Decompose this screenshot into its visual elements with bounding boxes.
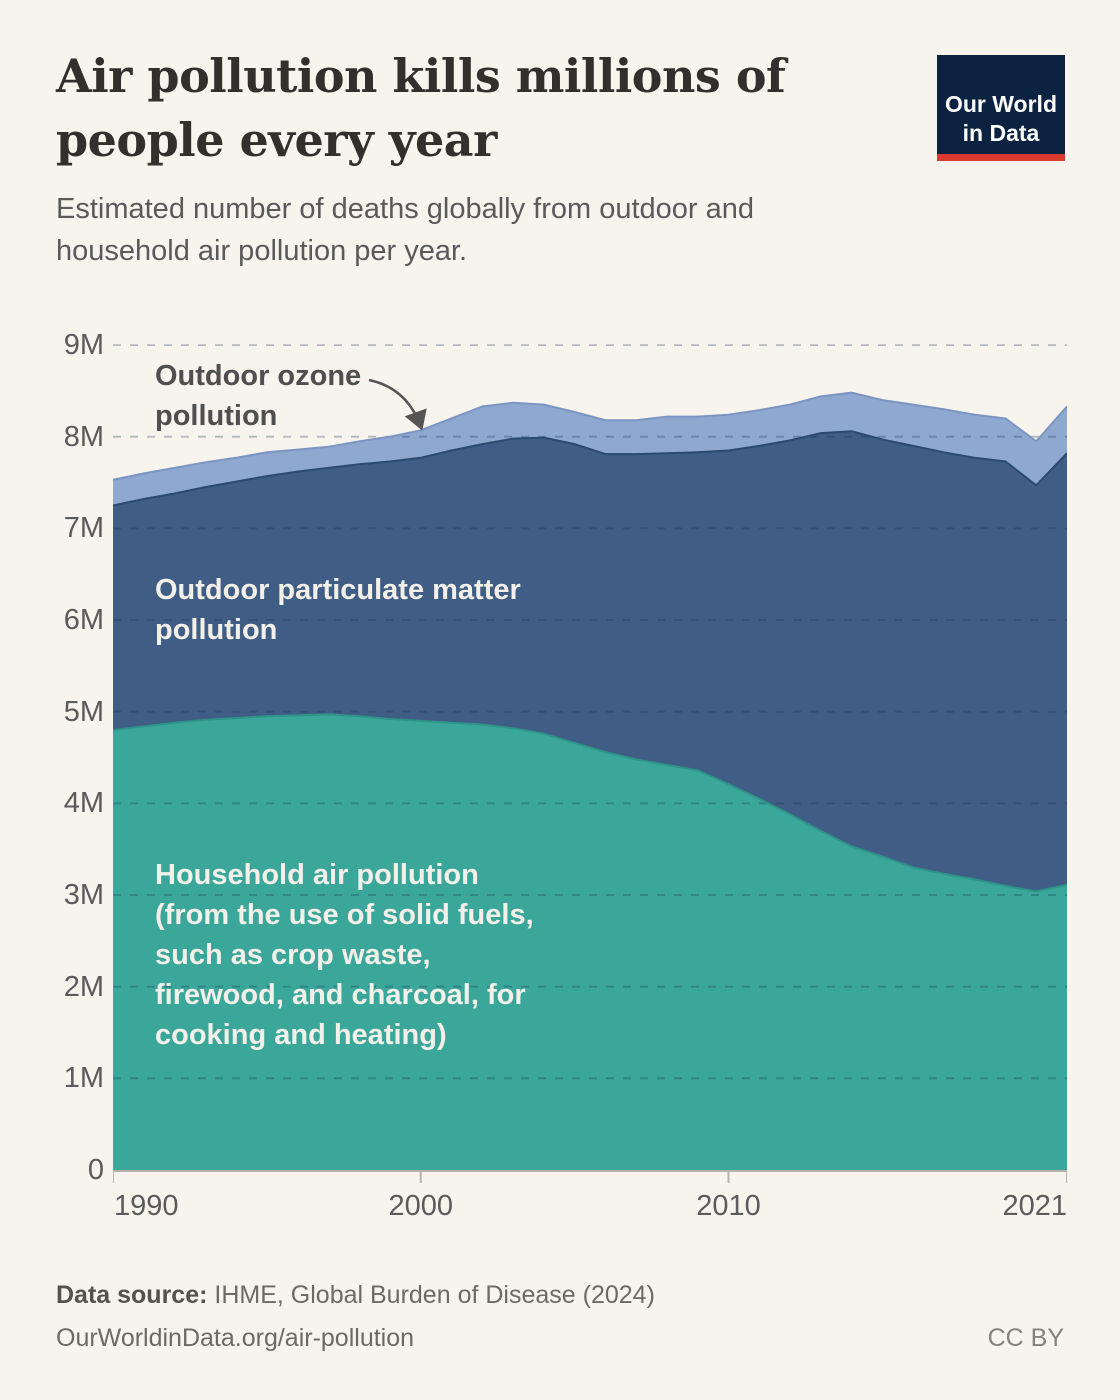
boundary-household: [113, 713, 1067, 893]
owid-logo-text: Our World in Data: [944, 91, 1057, 147]
y-tick-label-2M: 2M: [63, 970, 104, 1003]
y-tick-label-9M: 9M: [63, 329, 104, 362]
footer-url[interactable]: OurWorldinData.org/air-pollution: [56, 1324, 415, 1352]
footer-source: Data source: IHME, Global Burden of Dise…: [56, 1281, 655, 1310]
owid-logo: Our World in Data: [937, 55, 1065, 161]
footer-source-label: Data source:: [56, 1281, 208, 1309]
page-title: Air pollution kills millions of people e…: [56, 49, 786, 168]
plot-svg: [113, 344, 1067, 1183]
y-tick-label-1M: 1M: [63, 1062, 104, 1095]
household-annotation: Household air pollution (from the use of…: [155, 859, 534, 1052]
x-tick-label-2000: 2000: [388, 1190, 453, 1222]
footer-license: CC BY: [987, 1324, 1064, 1352]
arrow-curve-icon: [368, 378, 427, 431]
y-tick-label-5M: 5M: [63, 695, 104, 728]
y-tick-label-4M: 4M: [63, 787, 104, 820]
y-tick-label-0: 0: [87, 1154, 104, 1186]
area-household: [113, 714, 1067, 1170]
y-tick-label-3M: 3M: [63, 879, 104, 912]
area-ozone: [113, 392, 1067, 506]
ozone-annotation: Outdoor ozone pollution: [155, 360, 362, 433]
boundary-outdoor-pm: [113, 430, 1067, 507]
x-tick-label-2021: 2021: [1002, 1190, 1067, 1222]
pm-annotation: Outdoor particulate matter pollution: [155, 574, 521, 647]
boundary-ozone: [113, 391, 1067, 481]
page-subtitle: Estimated number of deaths globally from…: [56, 193, 755, 268]
footer-source-value: IHME, Global Burden of Disease (2024): [207, 1281, 655, 1309]
area-outdoor-pm: [113, 431, 1067, 892]
annotation-arrow: [368, 378, 427, 431]
x-tick-label-2010: 2010: [696, 1190, 761, 1222]
y-tick-label-6M: 6M: [63, 604, 104, 637]
y-tick-label-7M: 7M: [63, 512, 104, 545]
y-tick-label-8M: 8M: [63, 420, 104, 453]
x-tick-label-1990: 1990: [114, 1190, 179, 1222]
